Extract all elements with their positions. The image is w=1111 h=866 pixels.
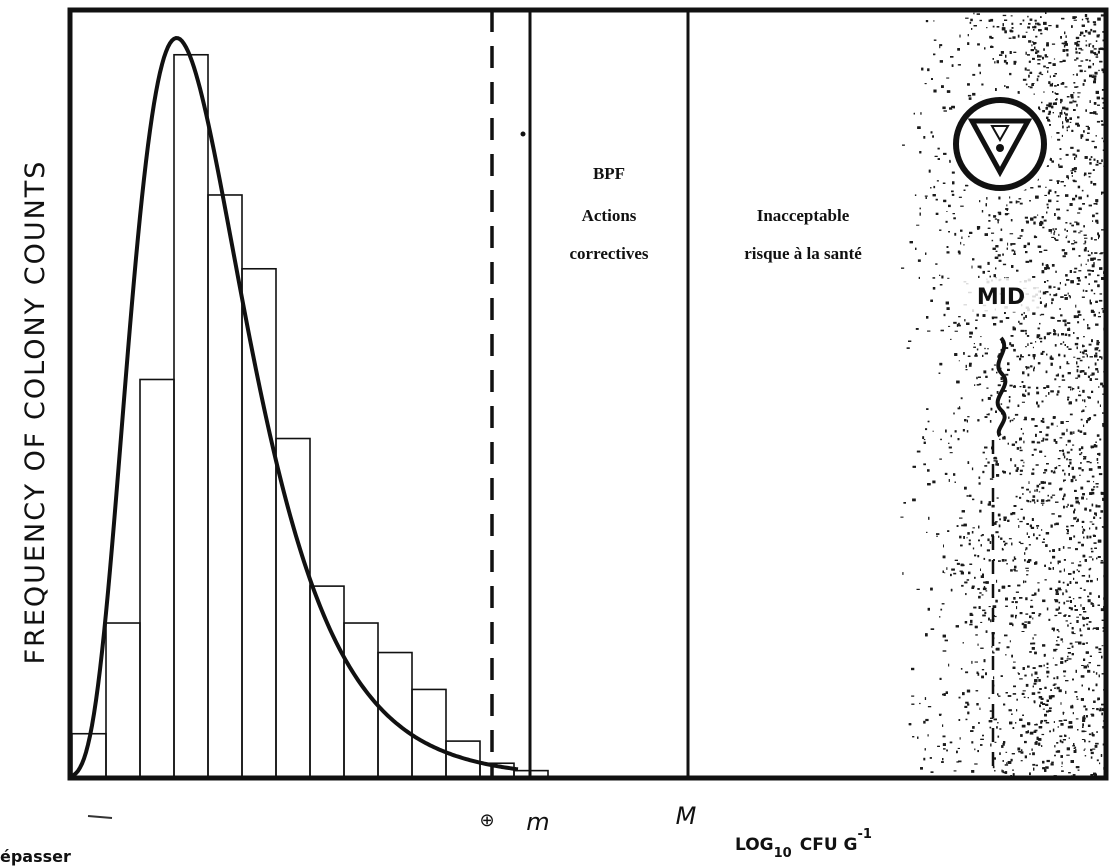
zone-unacceptable-line-2: risque à la santé (744, 244, 862, 263)
histogram-bar (309, 585, 345, 779)
x-axis-label-log: LOG (735, 835, 774, 855)
zone-unacceptable-label: Inacceptable risque à la santé (744, 206, 862, 263)
histogram-bar (139, 378, 175, 779)
zone-unacceptable-line-1: Inacceptable (757, 206, 850, 225)
mid-label: MID (977, 285, 1025, 310)
histogram-bar (105, 622, 141, 779)
tick-label-m: m (526, 808, 549, 836)
cropped-text-fragment: épasser (0, 847, 71, 866)
x-axis-label: LOG10 CFU G-1 (735, 827, 872, 861)
histogram-bar (241, 267, 277, 779)
histogram-bar (173, 53, 209, 779)
triangle-circle-icon (953, 97, 1047, 191)
dashed-line-marker: ⊕ (479, 810, 494, 831)
histogram-bar (411, 688, 447, 779)
x-axis-label-sup: -1 (858, 827, 872, 842)
zone-bpf-line-2: Actions (582, 206, 637, 225)
tick-label-M: M (676, 802, 697, 830)
zone-bpf-line-3: correctives (570, 244, 649, 263)
scan-artifact (87, 815, 113, 819)
histogram-bars (71, 53, 549, 779)
staff-serpent-icon (995, 336, 1008, 438)
zone-bpf-label: BPF Actions correctives (570, 164, 649, 263)
histogram-bar (207, 194, 243, 779)
histogram-bar (275, 437, 311, 779)
scan-dot (520, 131, 526, 137)
x-axis-label-sub: 10 (774, 846, 792, 861)
histogram-bar (377, 651, 413, 779)
zone-bpf-line-1: BPF (593, 164, 625, 183)
fitted-curve (70, 35, 519, 778)
x-axis-label-unit: CFU G (800, 835, 858, 855)
y-axis-label: FREQUENCY OF COLONY COUNTS (20, 160, 51, 665)
plot-frame (67, 7, 1109, 781)
